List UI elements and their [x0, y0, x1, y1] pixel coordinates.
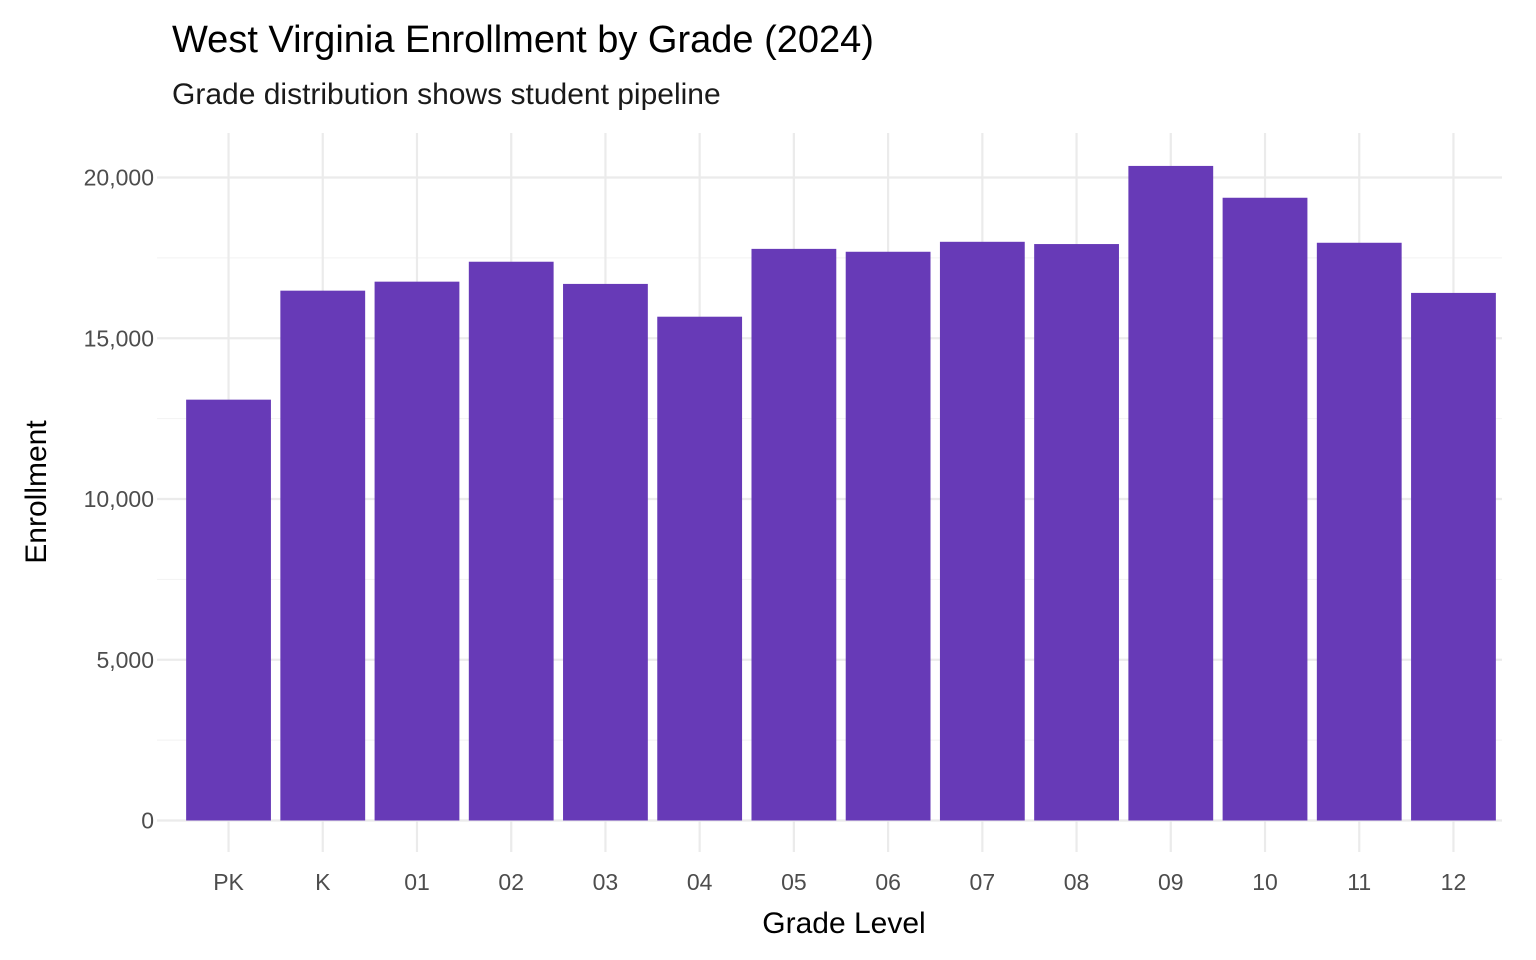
bar-PK — [186, 399, 271, 821]
chart-title: West Virginia Enrollment by Grade (2024) — [172, 19, 874, 61]
bar-04 — [657, 316, 743, 821]
bar-06 — [845, 251, 931, 821]
x-tick-label: 05 — [781, 869, 807, 895]
y-tick-label: 0 — [141, 808, 154, 834]
bars — [186, 165, 1496, 821]
y-axis-ticks: 0 5,000 10,000 15,000 20,000 — [84, 165, 154, 834]
x-tick-label: 09 — [1158, 869, 1184, 895]
x-tick-label: 04 — [687, 869, 713, 895]
x-tick-label: K — [315, 869, 331, 895]
x-axis-title: Grade Level — [762, 907, 925, 940]
chart-subtitle: Grade distribution shows student pipelin… — [172, 78, 721, 111]
x-tick-label: 12 — [1441, 869, 1467, 895]
bar-07 — [939, 241, 1025, 821]
x-tick-label: 07 — [970, 869, 996, 895]
y-tick-label: 15,000 — [84, 325, 154, 351]
bar-03 — [563, 283, 648, 821]
x-tick-label: 11 — [1347, 869, 1371, 895]
x-tick-label: 02 — [498, 869, 524, 895]
x-tick-label: 06 — [875, 869, 901, 895]
bar-11 — [1316, 242, 1402, 821]
x-tick-label: PK — [213, 869, 244, 895]
x-tick-label: 01 — [404, 869, 430, 895]
x-tick-label: 10 — [1252, 869, 1278, 895]
bar-01 — [374, 281, 460, 821]
y-axis-title: Enrollment — [20, 420, 53, 564]
bar-10 — [1222, 197, 1308, 821]
bar-05 — [751, 248, 837, 821]
x-axis-ticks: PK K 01 02 03 04 05 06 07 08 09 10 11 12 — [213, 869, 1466, 895]
bar-K — [280, 290, 366, 821]
bar-02 — [468, 261, 554, 821]
y-tick-label: 10,000 — [84, 486, 154, 512]
x-tick-label: 08 — [1064, 869, 1090, 895]
y-tick-label: 5,000 — [96, 647, 154, 673]
bar-08 — [1034, 244, 1119, 821]
x-tick-label: 03 — [593, 869, 619, 895]
bar-12 — [1411, 292, 1496, 821]
bar-09 — [1128, 165, 1214, 821]
y-tick-label: 20,000 — [84, 165, 154, 191]
